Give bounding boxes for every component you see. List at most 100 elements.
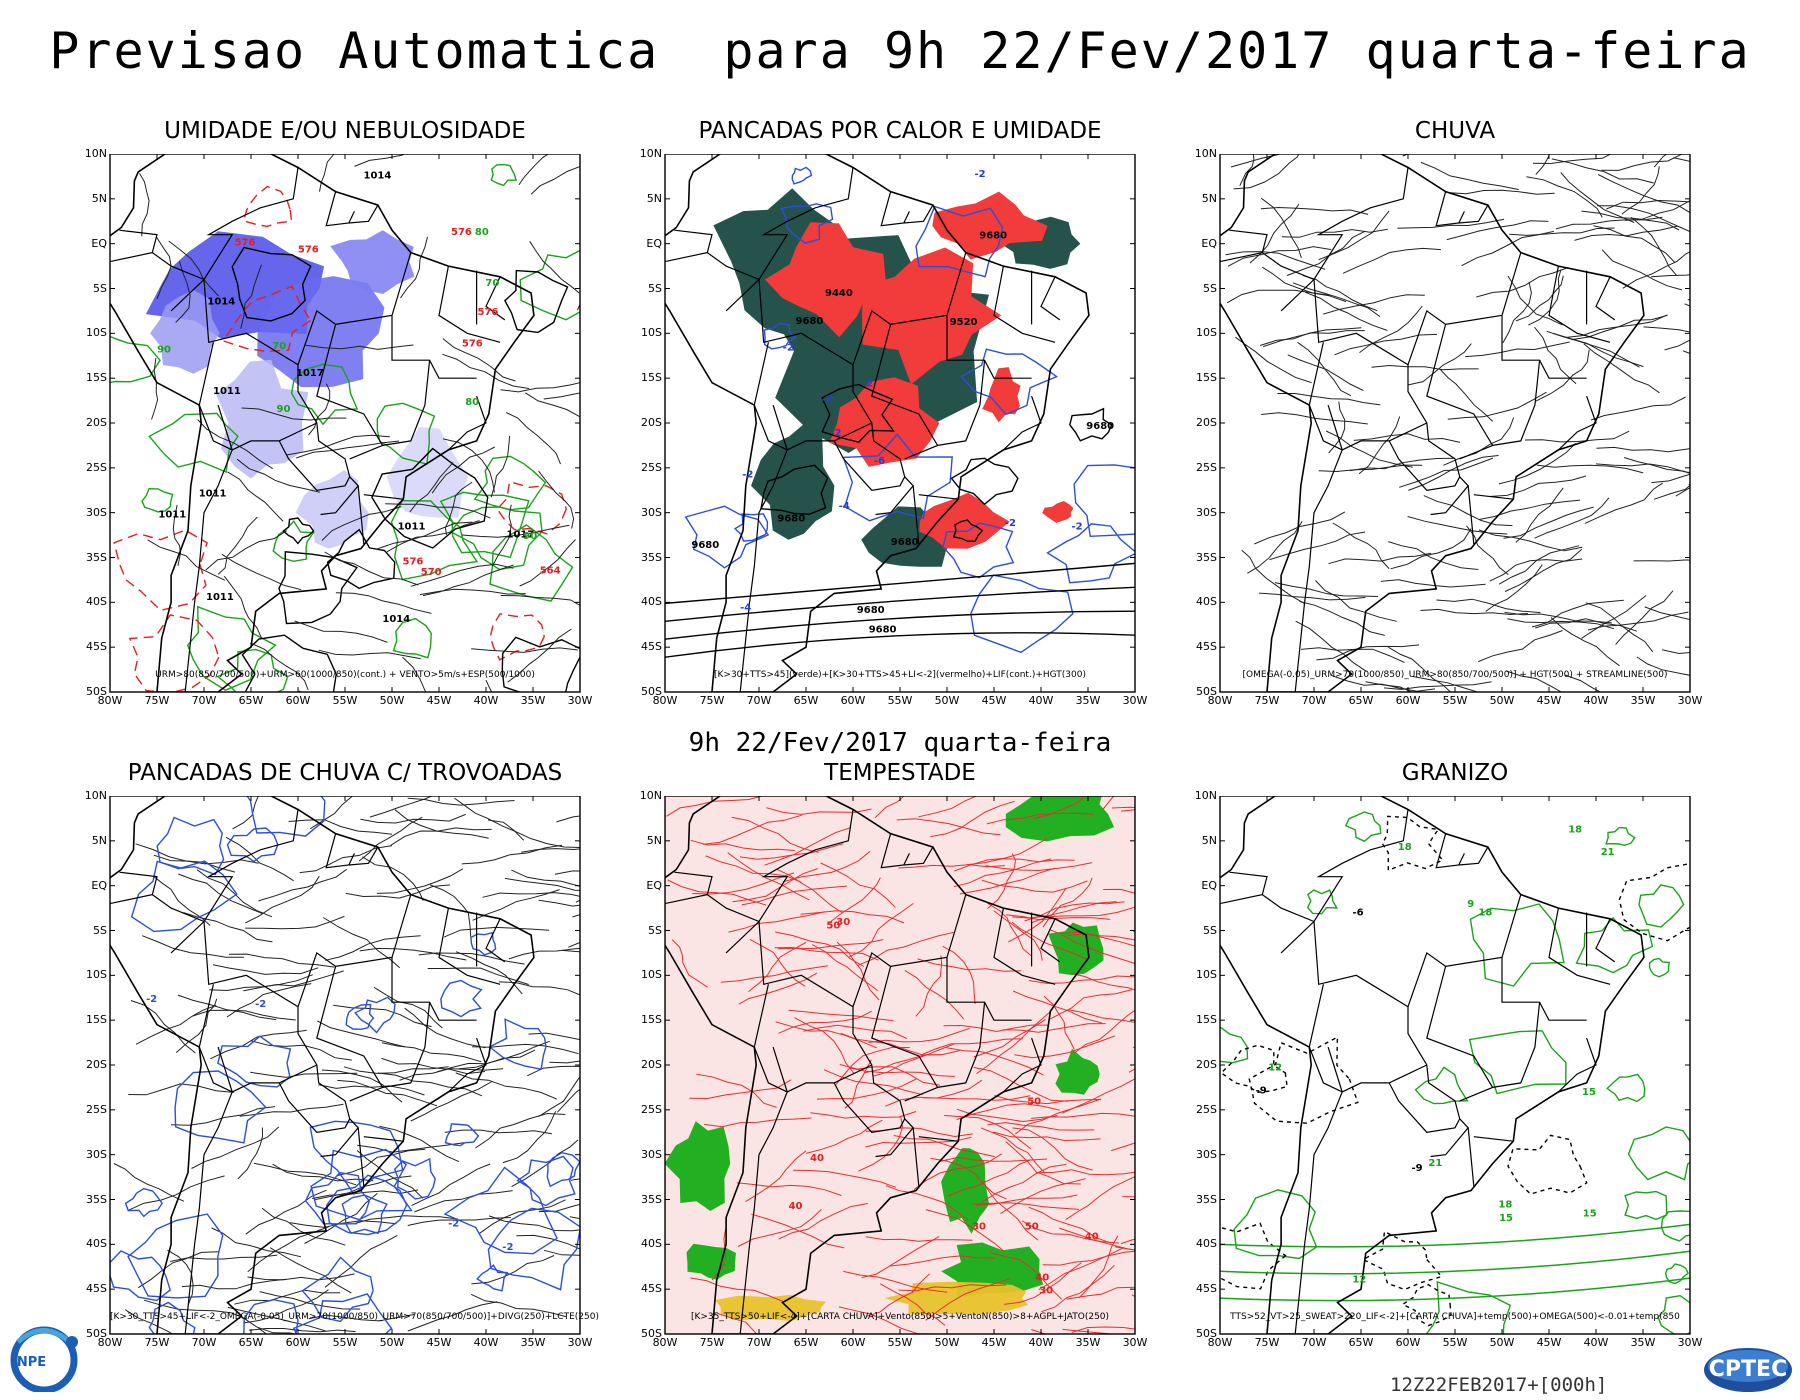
lon-tick-label: 65W <box>1348 1336 1374 1349</box>
contour-line <box>1606 1073 1646 1103</box>
streamline <box>487 819 580 849</box>
streamline <box>442 438 495 493</box>
streamline <box>1585 602 1654 653</box>
streamline <box>1623 457 1690 475</box>
country-border <box>918 1136 959 1142</box>
contour-label: 564 <box>540 565 561 576</box>
streamline <box>737 1209 822 1247</box>
country-border <box>151 252 205 281</box>
contour-line <box>942 522 1015 579</box>
streamline <box>225 836 294 882</box>
streamline <box>1633 559 1690 562</box>
streamline <box>478 1199 566 1235</box>
country-border <box>1426 966 1494 1102</box>
streamline <box>138 1251 219 1289</box>
streamline <box>1596 446 1690 453</box>
streamline <box>409 462 454 513</box>
contour-label: -2 <box>783 342 794 353</box>
streamline <box>181 1278 287 1290</box>
contour-line <box>950 457 1019 506</box>
country-border <box>1501 315 1587 379</box>
streamline <box>226 983 312 1018</box>
streamline <box>1000 1178 1086 1215</box>
streamline <box>1651 274 1690 278</box>
contour-label: 30 <box>1039 1286 1053 1297</box>
contour-line <box>278 551 358 625</box>
convective-area <box>1042 501 1074 523</box>
contour-label: 1011 <box>213 386 241 397</box>
lon-tick-label: 50W <box>934 1336 960 1349</box>
streamline <box>1504 548 1583 592</box>
streamline <box>704 1117 812 1128</box>
country-border <box>151 894 205 923</box>
streamline <box>269 1247 352 1294</box>
contour-label: 15 <box>1583 1208 1597 1219</box>
streamline <box>953 858 1052 888</box>
streamline <box>1315 580 1397 622</box>
streamline <box>455 951 523 995</box>
lat-tick-label: 5S <box>648 923 662 937</box>
lon-tick-label: 35W <box>1630 694 1656 707</box>
svg-text:CPTEC: CPTEC <box>1709 1357 1787 1382</box>
streamline <box>820 862 896 908</box>
country-border <box>184 404 233 692</box>
lat-tick-label: 45S <box>641 640 662 654</box>
contour-line <box>241 634 337 692</box>
streamline <box>556 815 580 823</box>
country-border <box>110 229 158 263</box>
streamline <box>794 1017 855 1075</box>
streamline <box>325 935 421 961</box>
contour-label: 570 <box>421 567 442 578</box>
streamline <box>989 1251 1063 1300</box>
country-border <box>1280 167 1409 312</box>
streamline <box>751 1213 845 1249</box>
country-border <box>871 324 939 460</box>
lon-tick-label: 80W <box>97 694 123 707</box>
map-plot: 9680 9680 9680 9680 9680 9680 9680 9680 9520 9440… <box>664 154 1136 693</box>
lon-tick-label: 80W <box>1207 1336 1233 1349</box>
streamline <box>227 1306 326 1332</box>
map-frame <box>1219 796 1691 1335</box>
contour-label: 30 <box>836 917 850 928</box>
lat-tick-label: 40S <box>86 595 107 609</box>
contour-line <box>473 455 547 511</box>
contour-line <box>519 249 580 321</box>
streamline <box>1073 1009 1135 1054</box>
contour-line <box>231 246 312 322</box>
panel-legend: [K>30+TTS>45](verde)+[K>30+TTS>45+LI<-2]… <box>713 670 1086 680</box>
streamline <box>288 819 393 835</box>
contour-label: -2 <box>1072 521 1083 532</box>
streamline <box>135 1004 217 1045</box>
streamline <box>402 656 427 692</box>
contour-label: 9680 <box>777 514 805 525</box>
streamline <box>1664 339 1690 351</box>
streamline <box>228 953 335 968</box>
streamline <box>896 818 1001 836</box>
streamline <box>243 970 344 992</box>
streamline <box>1380 579 1486 588</box>
streamline <box>294 620 388 643</box>
contour-line <box>490 163 518 187</box>
streamline <box>1407 516 1508 535</box>
streamline <box>385 503 491 519</box>
streamline <box>1661 649 1690 655</box>
contour-label: 40 <box>1035 1273 1049 1284</box>
streamline <box>455 1072 557 1100</box>
country-border <box>1388 1082 1461 1133</box>
streamline <box>475 1112 566 1149</box>
streamline <box>379 1125 460 1163</box>
contour-line <box>246 796 326 837</box>
map-plot: 18 18 18 15 15 15 12 12 -9 -9 -6 21 21 18 9 <box>1219 796 1691 1335</box>
streamline <box>843 1270 948 1293</box>
streamline <box>1535 154 1550 175</box>
streamline <box>1478 630 1563 663</box>
country-border <box>348 204 379 224</box>
streamline <box>956 1103 1061 1121</box>
humidity-area <box>330 230 415 294</box>
lon-tick-label: 60W <box>840 1336 866 1349</box>
streamline <box>471 647 578 653</box>
streamline <box>1328 552 1432 565</box>
contour-line <box>1618 862 1690 942</box>
convective-area <box>932 191 1048 260</box>
height-contour <box>665 562 1135 605</box>
